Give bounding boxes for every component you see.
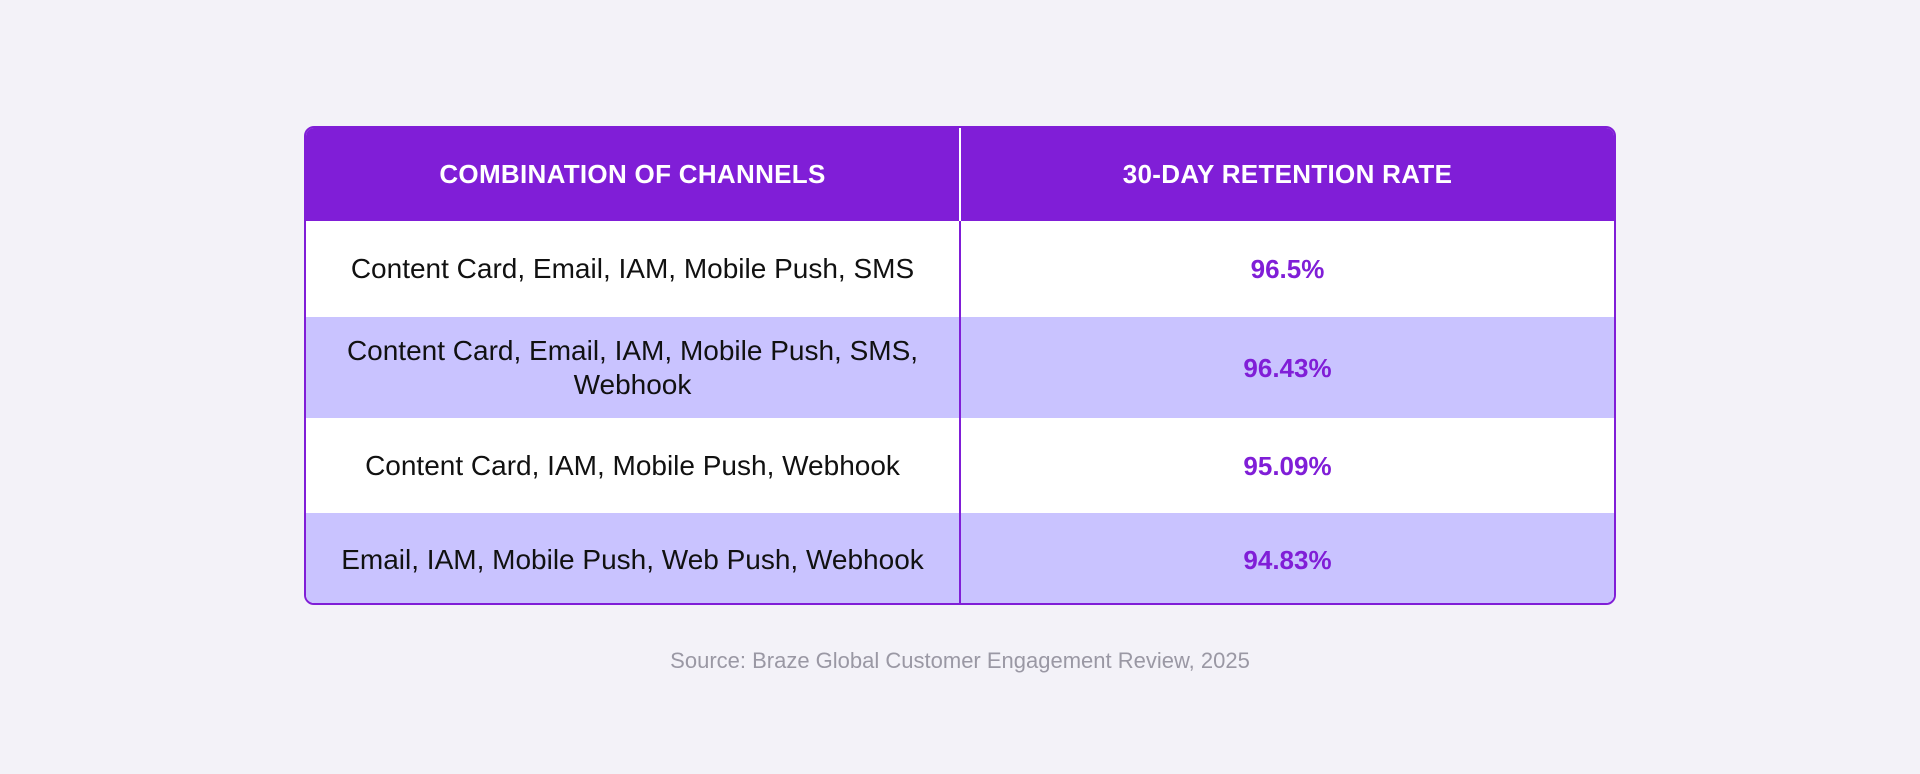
table-row: Content Card, Email, IAM, Mobile Push, S… (306, 317, 1614, 418)
table-row: Content Card, Email, IAM, Mobile Push, S… (306, 221, 1614, 317)
header-channels: COMBINATION OF CHANNELS (306, 128, 961, 221)
rate-cell: 95.09% (1243, 450, 1332, 481)
channels-cell: Content Card, Email, IAM, Mobile Push, S… (306, 317, 961, 418)
channels-cell: Email, IAM, Mobile Push, Web Push, Webho… (306, 513, 961, 603)
table-header: COMBINATION OF CHANNELS 30-DAY RETENTION… (306, 128, 1614, 221)
retention-table: COMBINATION OF CHANNELS 30-DAY RETENTION… (304, 126, 1616, 605)
source-caption: Source: Braze Global Customer Engagement… (670, 648, 1250, 673)
table-row: Content Card, IAM, Mobile Push, Webhook … (306, 418, 1614, 513)
channels-cell: Content Card, IAM, Mobile Push, Webhook (306, 418, 961, 513)
header-retention-rate: 30-DAY RETENTION RATE (1122, 159, 1453, 189)
table-row: Email, IAM, Mobile Push, Web Push, Webho… (306, 513, 1614, 603)
rate-cell: 94.83% (1243, 545, 1332, 575)
rate-cell: 96.43% (1243, 352, 1332, 383)
channels-cell: Content Card, Email, IAM, Mobile Push, S… (306, 221, 961, 317)
rate-cell: 96.5% (1250, 254, 1325, 284)
